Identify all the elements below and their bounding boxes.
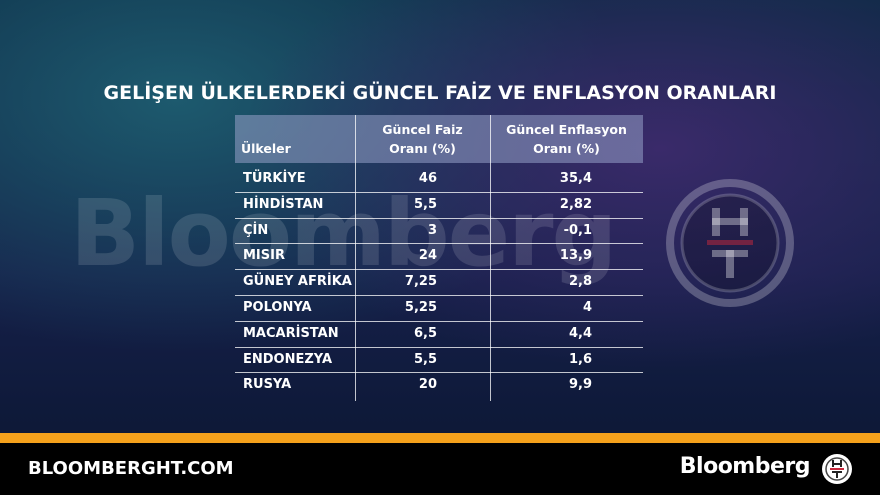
row-divider — [235, 269, 643, 271]
brand: Bloomberg — [679, 454, 811, 479]
row-divider — [235, 346, 643, 348]
country: HİNDİSTAN — [243, 196, 324, 212]
country: RUSYA — [243, 377, 292, 393]
ht-logo — [666, 179, 794, 307]
row-divider — [235, 243, 643, 245]
row-divider — [235, 295, 643, 296]
country: GÜNEY AFRİKA — [243, 274, 352, 290]
interest-rate: 5,5 — [413, 196, 437, 212]
interest-rate: 5,25 — [404, 300, 437, 315]
interest-rate: 24 — [418, 248, 437, 264]
column-divider — [355, 115, 356, 401]
row-divider — [235, 372, 643, 374]
interest-rate: 6,5 — [413, 325, 437, 341]
column-header: Güncel Faiz Oranı (%) — [382, 122, 463, 156]
ht-logo-small — [822, 454, 852, 484]
country: ENDONEZYA — [243, 351, 333, 367]
inflation-rate: 2,8 — [568, 274, 592, 290]
inflation-rate: 1,6 — [568, 351, 592, 367]
inflation-rate: -0,1 — [563, 222, 592, 238]
site-url: BLOOMBERGHT.COM — [28, 458, 234, 479]
interest-rate: 3 — [427, 222, 437, 238]
title: GELİŞEN ÜLKELERDEKİ GÜNCEL FAİZ VE ENFLA… — [103, 82, 777, 104]
column-divider — [490, 115, 491, 401]
interest-rate: 46 — [418, 171, 437, 186]
footer: BLOOMBERGHT.COM Bloomberg — [0, 443, 880, 495]
table-header — [235, 115, 643, 163]
column-header: Ülkeler — [241, 141, 291, 156]
inflation-rate: 4 — [582, 300, 592, 315]
country: TÜRKİYE — [243, 171, 306, 186]
row-divider — [235, 320, 643, 322]
accent-bar — [0, 433, 880, 443]
row-divider — [235, 191, 643, 193]
interest-rate: 7,25 — [404, 274, 437, 290]
country: ÇİN — [243, 222, 269, 238]
row-divider — [235, 217, 643, 219]
inflation-rate: 2,82 — [559, 196, 592, 212]
column-header: Güncel Enflasyon Oranı (%) — [506, 122, 627, 156]
interest-rate: 20 — [418, 377, 437, 393]
inflation-rate: 13,9 — [559, 248, 592, 264]
interest-rate: 5,5 — [413, 351, 437, 367]
inflation-rate: 9,9 — [568, 377, 592, 393]
country: MACARİSTAN — [243, 325, 339, 341]
country: POLONYA — [243, 300, 312, 315]
watermark: Bloomberg — [70, 180, 617, 287]
inflation-rate: 4,4 — [568, 325, 592, 341]
country: MISIR — [243, 248, 285, 264]
inflation-rate: 35,4 — [559, 171, 592, 186]
